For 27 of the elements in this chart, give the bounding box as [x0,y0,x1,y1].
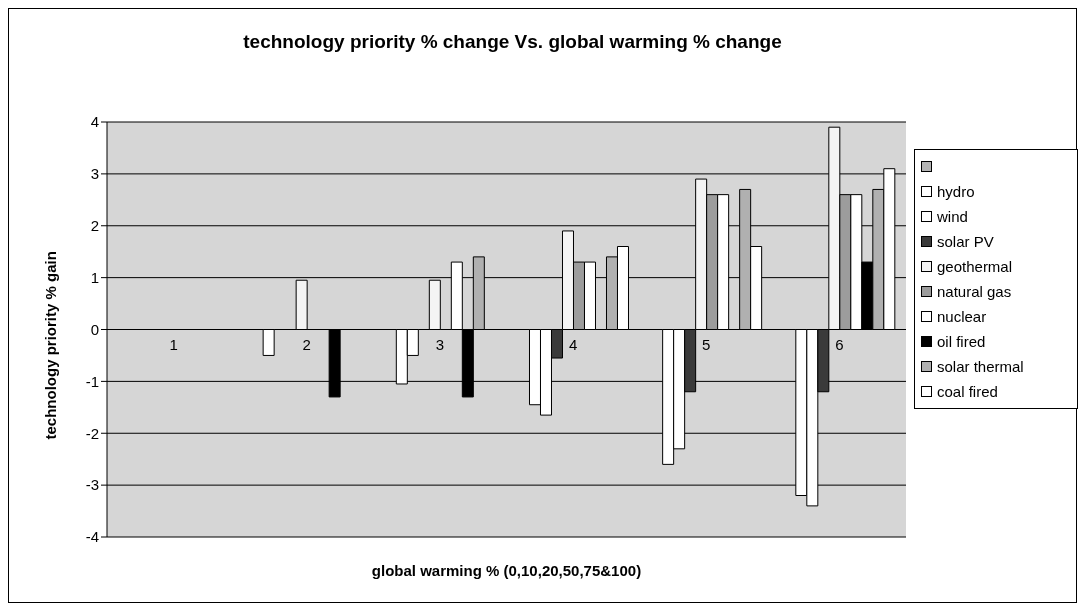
x-tick-label: 2 [302,336,311,353]
legend-label: solar thermal [937,358,1024,375]
x-axis-title: global warming % (0,10,20,50,75&100) [371,562,642,579]
y-tick-label: 2 [90,217,99,235]
x-tick-label: 1 [169,336,178,353]
legend-label: geothermal [937,258,1013,275]
legend-label: wind [937,208,968,225]
legend-label: nuclear [937,308,987,325]
x-tick-label: 3 [435,336,445,353]
y-tick-label: 1 [90,268,99,286]
x-tick-label: 5 [702,336,711,353]
legend-label: hydro [937,183,975,200]
y-axis-title: technology priority % gain [42,251,60,440]
legend-label: oil fired [937,333,986,350]
y-tick-label: 3 [90,165,99,183]
y-tick-label: -4 [85,528,99,546]
y-tick-label: -1 [85,372,99,390]
legend-label: natural gas [937,283,1012,300]
legend-label: coal fired [937,383,998,400]
x-tick-label: 4 [568,336,578,353]
x-tick-label: 6 [835,336,844,353]
chart-title: technology priority % change Vs. global warming % change [242,31,783,53]
y-tick-label: -2 [85,424,99,442]
y-tick-label: 4 [90,113,99,131]
y-tick-label: 0 [90,320,99,338]
legend-label: solar PV [937,233,994,250]
y-tick-label: -3 [85,476,99,494]
